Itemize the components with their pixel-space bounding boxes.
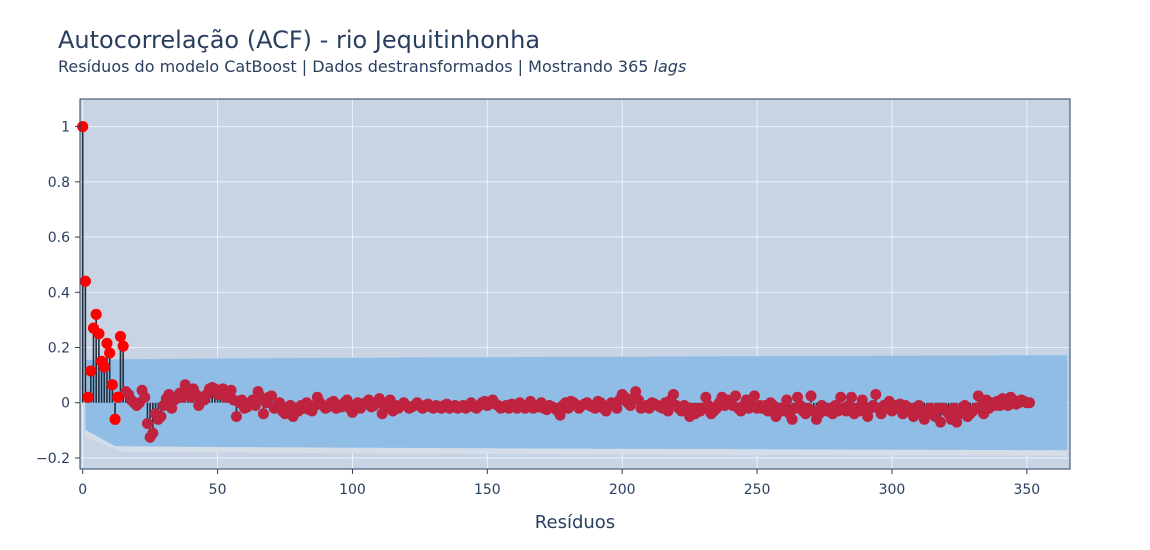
plot-frame xyxy=(79,98,1071,470)
y-tick-label: 0.2 xyxy=(48,341,70,357)
x-tick-label: 150 xyxy=(474,482,501,498)
x-tick-label: 50 xyxy=(209,482,227,498)
acf-markers xyxy=(77,121,1036,443)
acf-point xyxy=(667,388,679,400)
y-axis-ticks: −0.2 0 0.2 0.4 0.6 0.8 1 xyxy=(36,120,80,467)
acf-point-highlight xyxy=(87,322,99,334)
y-tick-label: 1 xyxy=(61,120,70,136)
acf-point xyxy=(972,390,984,402)
acf-point xyxy=(139,391,151,403)
acf-point-highlight xyxy=(114,330,126,342)
x-tick-label: 100 xyxy=(339,482,366,498)
acf-point-highlight xyxy=(117,340,129,352)
acf-point-highlight xyxy=(82,391,94,403)
acf-point xyxy=(870,388,882,400)
acf-point-highlight xyxy=(90,308,102,320)
x-tick-label: 250 xyxy=(744,482,771,498)
acf-point xyxy=(951,416,963,428)
x-tick-label: 350 xyxy=(1013,482,1040,498)
chart-title: Autocorrelação (ACF) - rio Jequitinhonha xyxy=(58,26,541,54)
y-tick-label: 0.8 xyxy=(48,175,70,191)
acf-point xyxy=(230,411,242,423)
acf-point xyxy=(373,393,385,405)
acf-point xyxy=(611,402,623,414)
subtitle-emphasis: lags xyxy=(653,57,687,76)
acf-point xyxy=(1024,397,1036,409)
acf-point xyxy=(257,408,269,420)
acf-point xyxy=(935,416,947,428)
acf-point-highlight xyxy=(104,347,116,359)
acf-point xyxy=(959,399,971,411)
acf-point xyxy=(805,390,817,402)
acf-point xyxy=(341,394,353,406)
acf-point xyxy=(554,409,566,421)
y-tick-label: 0 xyxy=(61,396,70,412)
acf-point xyxy=(845,391,857,403)
acf-point xyxy=(835,391,847,403)
y-tick-label: −0.2 xyxy=(36,451,70,467)
acf-point-highlight xyxy=(79,275,91,287)
acf-point xyxy=(147,427,159,439)
acf-point xyxy=(266,390,278,402)
acf-point xyxy=(856,394,868,406)
acf-point xyxy=(274,397,286,409)
acf-point xyxy=(862,411,874,423)
acf-point-highlight xyxy=(112,391,124,403)
acf-point-highlight xyxy=(85,365,97,377)
acf-point xyxy=(166,402,178,414)
acf-point xyxy=(786,413,798,425)
acf-point-highlight xyxy=(106,379,118,391)
y-tick-label: 0.6 xyxy=(48,230,70,246)
acf-point-highlight xyxy=(96,355,108,367)
acf-point xyxy=(730,390,742,402)
acf-point xyxy=(918,413,930,425)
acf-point xyxy=(748,390,760,402)
acf-point xyxy=(141,417,153,429)
acf-point-highlight xyxy=(101,337,113,349)
y-tick-label: 0.4 xyxy=(48,285,70,301)
acf-point-highlight xyxy=(109,413,121,425)
x-tick-label: 200 xyxy=(609,482,636,498)
acf-point xyxy=(662,405,674,417)
acf-point xyxy=(630,386,642,398)
chart-subtitle: Resíduos do modelo CatBoost | Dados dest… xyxy=(58,57,686,76)
acf-point xyxy=(792,391,804,403)
x-tick-label: 0 xyxy=(78,482,87,498)
acf-point xyxy=(155,411,167,423)
x-axis-title: Resíduos xyxy=(535,512,615,533)
acf-point xyxy=(781,394,793,406)
subtitle-text: Resíduos do modelo CatBoost | Dados dest… xyxy=(58,57,654,76)
acf-point xyxy=(700,391,712,403)
acf-point xyxy=(249,399,261,411)
x-tick-label: 300 xyxy=(879,482,906,498)
acf-point xyxy=(225,384,237,396)
x-axis-ticks: 0 50 100 150 200 250 300 350 xyxy=(78,469,1040,498)
